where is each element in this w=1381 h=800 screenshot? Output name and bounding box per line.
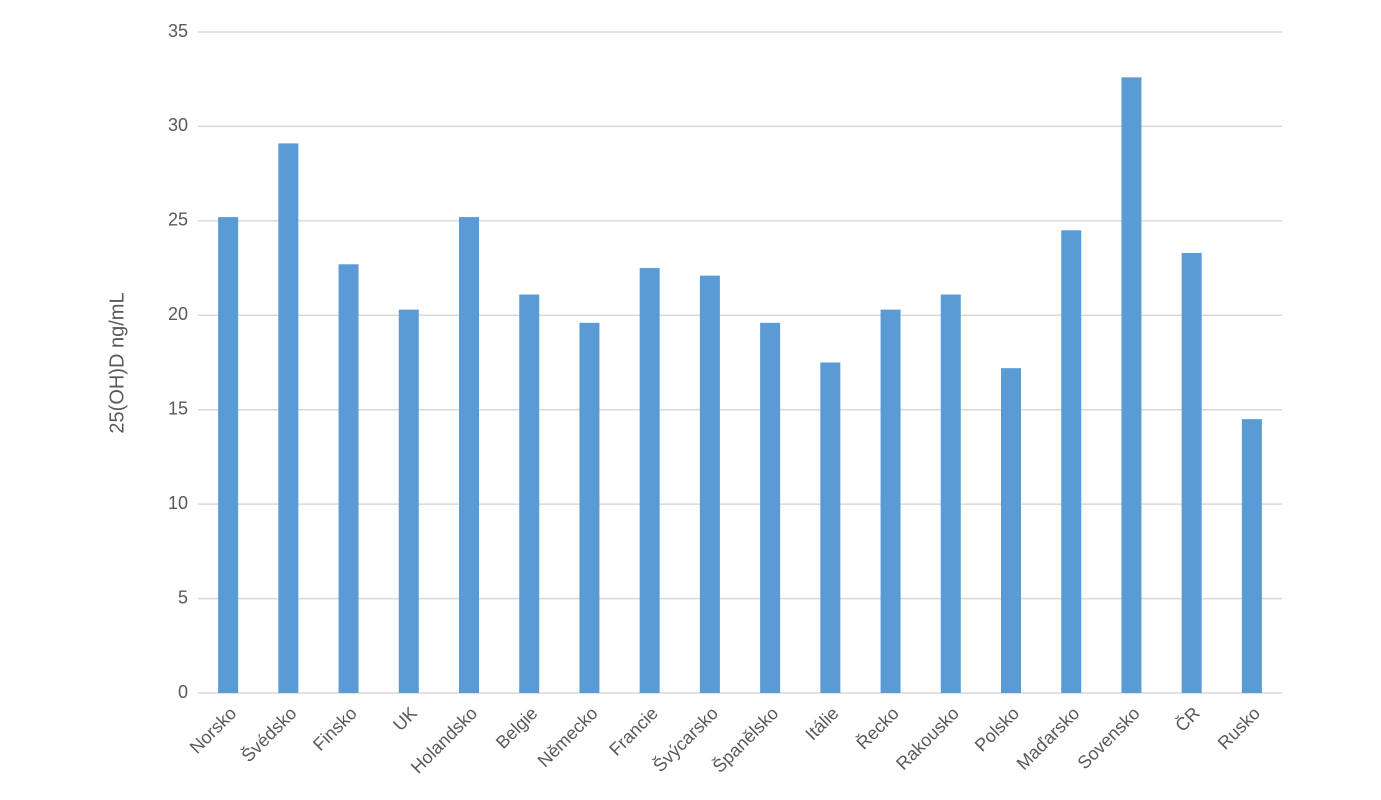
x-tick-label: UK xyxy=(389,703,421,735)
x-tick-label: Holandsko xyxy=(407,703,481,777)
bar xyxy=(519,294,540,693)
y-tick-label: 10 xyxy=(168,493,188,513)
x-tick-label: Belgie xyxy=(492,703,542,753)
y-tick-label: 25 xyxy=(168,210,188,230)
x-tick-label: ČR xyxy=(1171,702,1204,735)
y-tick-label: 20 xyxy=(168,304,188,324)
bar xyxy=(1241,419,1262,693)
x-tick-label: Maďarsko xyxy=(1013,703,1084,774)
bar xyxy=(278,143,299,693)
bar xyxy=(459,217,479,693)
x-tick-label: Rakousko xyxy=(892,703,963,774)
y-tick-label: 15 xyxy=(168,398,188,418)
x-tick-label: Německo xyxy=(534,703,602,771)
x-tick-label: Sovensko xyxy=(1074,703,1144,773)
bar xyxy=(1001,368,1021,693)
bar xyxy=(880,309,901,693)
bar xyxy=(820,362,841,693)
y-axis-title: 25(OH)D ng/mL xyxy=(106,292,128,433)
x-tick-label: Španělsko xyxy=(708,702,782,776)
y-tick-label: 0 xyxy=(178,682,188,702)
bar xyxy=(760,322,781,693)
bar xyxy=(218,217,239,693)
x-tick-label: Švédsko xyxy=(237,702,301,766)
x-tick-label: Polsko xyxy=(971,703,1023,755)
bar xyxy=(338,264,359,693)
bar xyxy=(1181,252,1202,693)
x-tick-label: Itálie xyxy=(801,703,842,744)
y-tick-label: 5 xyxy=(178,587,188,607)
bar xyxy=(639,268,660,693)
bar xyxy=(398,309,419,693)
x-tick-label: Francie xyxy=(605,703,662,760)
y-tick-label: 35 xyxy=(168,21,188,41)
y-tick-label: 30 xyxy=(168,115,188,135)
x-tick-label: Řecko xyxy=(853,703,903,753)
bar xyxy=(1121,77,1142,694)
x-tick-label: Rusko xyxy=(1214,703,1264,753)
bar xyxy=(1061,230,1082,694)
bar xyxy=(699,275,720,693)
bar xyxy=(579,322,600,693)
x-tick-label: Finsko xyxy=(309,703,361,755)
bar xyxy=(940,294,961,693)
x-tick-label: Norsko xyxy=(186,703,240,757)
